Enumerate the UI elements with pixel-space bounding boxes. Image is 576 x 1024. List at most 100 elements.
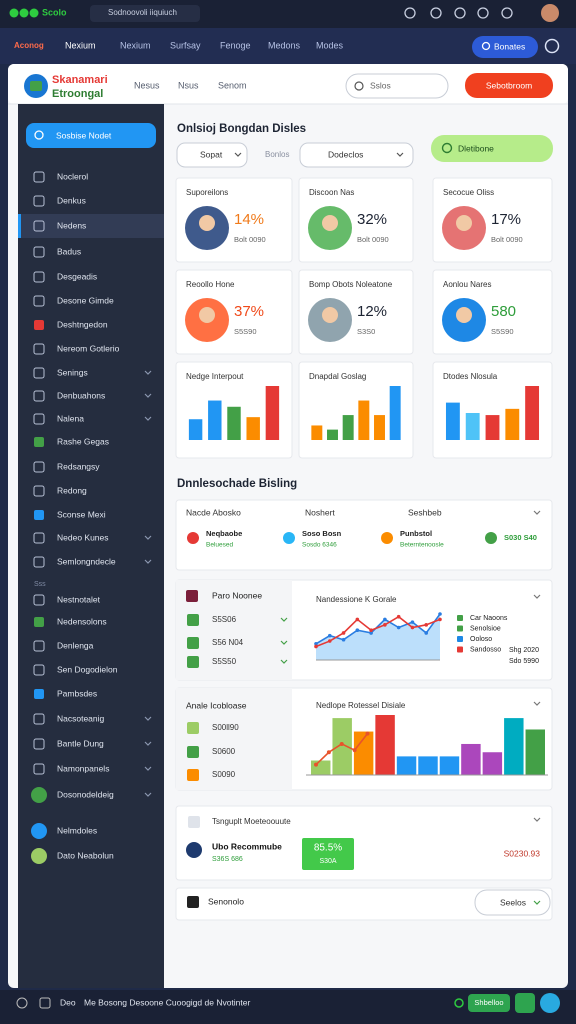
- sidebar-item[interactable]: Nalena: [57, 413, 84, 423]
- sidebar-icon: [31, 823, 47, 839]
- bar: [375, 715, 395, 775]
- footer-button[interactable]: [474, 889, 551, 916]
- nav-item[interactable]: Medons: [268, 40, 301, 50]
- header-link[interactable]: Nsus: [178, 80, 199, 90]
- sidebar-item[interactable]: Badus: [57, 246, 81, 256]
- section-title: Dnnlesochade Bisling: [177, 478, 297, 490]
- sidebar-item[interactable]: Pambsdes: [57, 688, 97, 698]
- summary-header: Nacde Abosko: [186, 507, 241, 517]
- chevron: [144, 370, 152, 375]
- sidebar-item[interactable]: Nedensolons: [57, 616, 107, 626]
- breakdown-item-icon: [187, 769, 199, 781]
- summary-icon: [283, 532, 295, 544]
- select[interactable]: [176, 142, 248, 168]
- sidebar-item[interactable]: Nestnotalet: [57, 594, 101, 604]
- stat-value: 32%: [357, 211, 387, 228]
- brand-logo-inner: [30, 81, 42, 91]
- sidebar-item[interactable]: Denkus: [57, 195, 86, 205]
- nav-item[interactable]: Fenoge: [220, 40, 251, 50]
- chart-title: Nandessione K Gorale: [316, 595, 397, 604]
- active-marker: [18, 214, 21, 238]
- toolbar-icon: [454, 7, 466, 19]
- bar: [358, 400, 370, 440]
- bottom-action[interactable]: [515, 993, 535, 1013]
- sidebar-item[interactable]: Denlenga: [57, 640, 94, 650]
- stat-avatar-face: [199, 307, 215, 323]
- sidebar-item[interactable]: Nedeo Kunes: [57, 532, 109, 542]
- sidebar-item[interactable]: Dato Neabolun: [57, 850, 114, 860]
- stat-avatar-face: [322, 307, 338, 323]
- trend-item-icon: [187, 614, 199, 626]
- sidebar-item[interactable]: Redong: [57, 485, 87, 495]
- sidebar-item[interactable]: Nacsoteanig: [57, 713, 105, 723]
- legend-marker: [457, 646, 463, 653]
- sidebar-item[interactable]: Semlongndecle: [57, 556, 116, 566]
- search-icon: [481, 41, 491, 51]
- bar: [311, 425, 323, 440]
- sidebar-item[interactable]: Denbuahons: [57, 390, 105, 400]
- sidebar-item[interactable]: Desone Gimde: [57, 295, 114, 305]
- nav-item[interactable]: Surfsay: [170, 40, 201, 50]
- bar: [445, 402, 460, 440]
- nav-item[interactable]: Nexium: [120, 40, 151, 50]
- chevron: [533, 594, 541, 599]
- sidebar-item[interactable]: Desgeadis: [57, 271, 97, 281]
- sidebar-icon: [34, 689, 44, 699]
- sidebar-item[interactable]: Dosonodeldeig: [57, 789, 114, 799]
- sidebar-item[interactable]: Nereom Gotlerio: [57, 343, 120, 353]
- search-box[interactable]: [345, 73, 449, 99]
- sidebar-item[interactable]: Rashe Gegas: [57, 436, 109, 446]
- sidebar-item[interactable]: Sen Dogodielon: [57, 664, 118, 674]
- bottom-button-label: Shbelloo: [474, 998, 503, 1007]
- filter-button-label: Dletibone: [458, 143, 494, 153]
- sidebar-item[interactable]: Nelmdoles: [57, 825, 97, 835]
- select[interactable]: [299, 142, 414, 168]
- stat-sub: S5S90: [491, 327, 514, 336]
- breakdown-item: S0600: [212, 747, 236, 756]
- promo-card: [175, 805, 553, 881]
- bar: [389, 386, 401, 440]
- window-dot: [9, 8, 19, 18]
- stat-sub: Bolt 0090: [357, 235, 389, 244]
- toolbar-icon: [501, 7, 513, 19]
- select-label: Sopat: [200, 149, 223, 159]
- nav-button[interactable]: [472, 36, 538, 58]
- legend-label: Senolsioe: [470, 625, 501, 632]
- stat-sub: S5S90: [234, 327, 257, 336]
- sidebar-item[interactable]: Sconse Mexi: [57, 509, 106, 519]
- help-button: [540, 993, 560, 1013]
- bar: [525, 729, 545, 775]
- header-link[interactable]: Senom: [218, 80, 247, 90]
- toolbar-icon: [477, 7, 489, 19]
- nav-item[interactable]: Nexium: [65, 40, 96, 50]
- legend-marker: [457, 625, 463, 632]
- promo-amount: S0230.93: [504, 848, 541, 858]
- summary-header: Seshbeb: [408, 507, 442, 517]
- sidebar-item[interactable]: Senings: [57, 367, 88, 377]
- bottom-button[interactable]: [468, 994, 510, 1012]
- sidebar-item[interactable]: Namonpanels: [57, 763, 109, 773]
- sidebar-item[interactable]: Redsangsy: [57, 461, 100, 471]
- sidebar-item[interactable]: Nedens: [57, 220, 86, 230]
- stat-value: 12%: [357, 303, 387, 320]
- filter-button[interactable]: [431, 135, 553, 162]
- trend-item: S5S06: [212, 615, 237, 624]
- header-button[interactable]: [465, 73, 553, 98]
- header-button-label: Sebotbroom: [486, 80, 532, 90]
- sidebar-icon: [33, 532, 45, 544]
- chevron: [533, 701, 541, 706]
- sidebar-icon: [34, 320, 44, 330]
- breakdown-item: S00ll90: [212, 723, 239, 732]
- summary-sub: Beluesed: [206, 542, 233, 549]
- header-link[interactable]: Nesus: [134, 80, 160, 90]
- summary-sub: Sosdo 6346: [302, 542, 337, 549]
- sidebar-icon: [31, 787, 47, 803]
- sidebar-search[interactable]: [26, 123, 156, 148]
- sidebar-section: Sss: [34, 581, 46, 588]
- nav-item[interactable]: Modes: [316, 40, 344, 50]
- sidebar-item[interactable]: Deshtngedon: [57, 319, 108, 329]
- sidebar-item[interactable]: Noclerol: [57, 171, 88, 181]
- sidebar-icon: [33, 246, 45, 258]
- search-button: [544, 38, 560, 54]
- sidebar-item[interactable]: Bantle Dung: [57, 738, 104, 748]
